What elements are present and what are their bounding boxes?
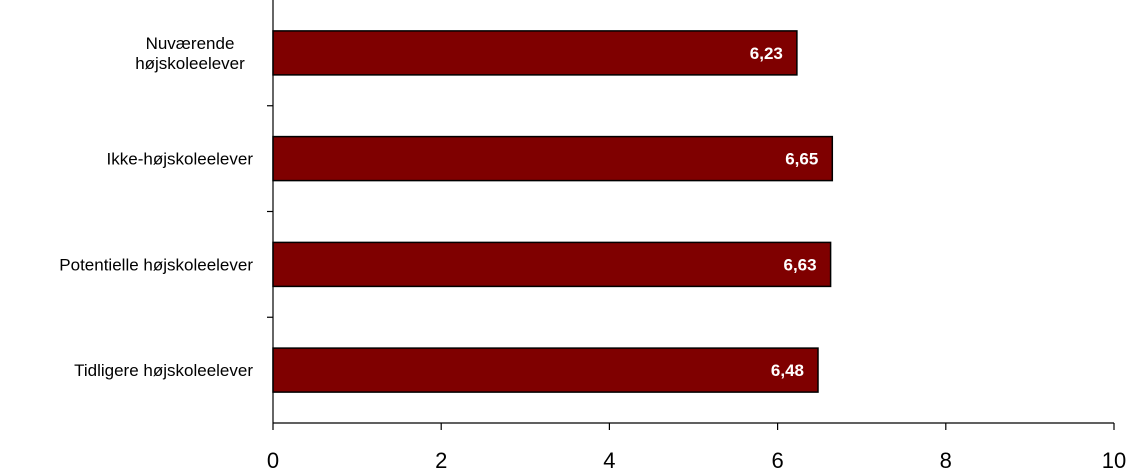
bar-1: [272, 135, 834, 182]
bar-0: [272, 30, 798, 76]
data-label-3: 6,48: [771, 361, 804, 380]
axes-group: [267, 0, 1115, 430]
category-label-3: Tidligere højskoleelever: [74, 361, 253, 380]
category-label-line: Tidligere højskoleelever: [74, 361, 253, 380]
x-tick-label-0: 0: [267, 448, 279, 473]
x-tick-label-1: 2: [435, 448, 447, 473]
labels-group: 6,23 Nuværende højskoleelever 6,65 Ikke-højs…: [59, 34, 1126, 473]
data-label-1: 6,65: [785, 150, 818, 169]
x-tick-label-2: 4: [603, 448, 615, 473]
category-label-2: Potentielle højskoleelever: [59, 255, 253, 274]
x-tick-label-3: 6: [771, 448, 783, 473]
category-label-line: Potentielle højskoleelever: [59, 255, 253, 274]
x-tick-label-5: 10: [1102, 448, 1126, 473]
category-label-0: Nuværende højskoleelever: [135, 34, 245, 73]
category-label-1: Ikke-højskoleelever: [107, 150, 254, 169]
bar-3: [272, 347, 819, 393]
category-label-line: højskoleelever: [135, 54, 245, 73]
x-tick-label-4: 8: [940, 448, 952, 473]
bar-2: [272, 241, 832, 288]
data-label-2: 6,63: [784, 255, 817, 274]
bars-group: [272, 30, 834, 393]
category-label-line: Nuværende: [146, 34, 235, 53]
category-label-line: Ikke-højskoleelever: [107, 150, 254, 169]
data-label-0: 6,23: [750, 44, 783, 63]
